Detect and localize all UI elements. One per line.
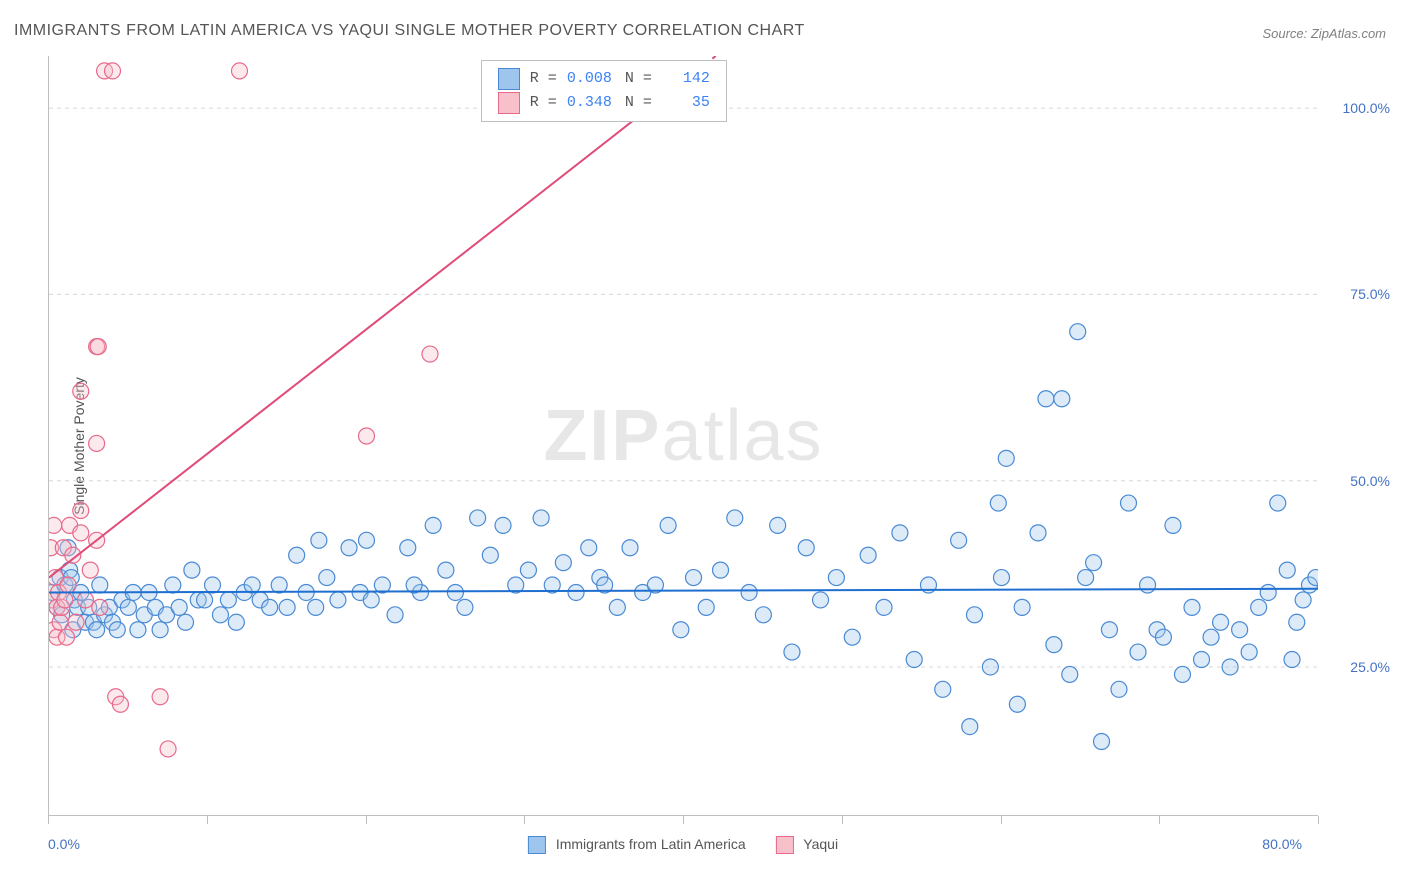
legend-swatch-a (528, 836, 546, 854)
y-tick-label: 100.0% (1343, 100, 1390, 116)
bottom-legend: Immigrants from Latin America Yaqui (528, 836, 838, 854)
stats-r-label: R = (530, 67, 557, 91)
x-max-label: 80.0% (1262, 836, 1302, 852)
x-tick-mark (1318, 816, 1319, 824)
x-tick-mark (524, 816, 525, 824)
x-tick-mark (842, 816, 843, 824)
stats-row: R = 0.348 N = 35 (498, 91, 710, 115)
legend-swatch-b (776, 836, 794, 854)
x-tick-mark (683, 816, 684, 824)
y-tick-label: 25.0% (1350, 659, 1390, 675)
x-tick-mark (1159, 816, 1160, 824)
source-attribution: Source: ZipAtlas.com (1262, 26, 1386, 41)
chart-title: IMMIGRANTS FROM LATIN AMERICA VS YAQUI S… (14, 22, 805, 40)
stats-n-label: N = (625, 67, 652, 91)
stats-r-label: R = (530, 91, 557, 115)
stats-swatch (498, 68, 520, 90)
x-tick-mark (1001, 816, 1002, 824)
stats-n-value: 35 (662, 91, 710, 115)
legend-item-b: Yaqui (776, 836, 838, 854)
stats-r-value: 0.008 (567, 67, 615, 91)
plot-area: ZIPatlas R =0.008N =142R =0.348N =35 (48, 56, 1318, 816)
stats-row: R = 0.008 N = 142 (498, 67, 710, 91)
x-tick-mark (48, 816, 49, 824)
stats-n-value: 142 (662, 67, 710, 91)
y-tick-label: 75.0% (1350, 286, 1390, 302)
y-tick-label: 50.0% (1350, 473, 1390, 489)
legend-item-a: Immigrants from Latin America (528, 836, 746, 854)
scatter-plot-svg (49, 56, 1318, 815)
legend-label-a: Immigrants from Latin America (556, 836, 746, 852)
x-min-label: 0.0% (48, 836, 80, 852)
stats-swatch (498, 92, 520, 114)
x-tick-mark (207, 816, 208, 824)
stats-n-label: N = (625, 91, 652, 115)
stats-r-value: 0.348 (567, 91, 615, 115)
x-axis-row: 0.0% Immigrants from Latin America Yaqui… (48, 836, 1318, 860)
legend-label-b: Yaqui (803, 836, 838, 852)
chart-container: IMMIGRANTS FROM LATIN AMERICA VS YAQUI S… (0, 0, 1406, 892)
x-tick-mark (366, 816, 367, 824)
correlation-stats-box: R = 0.008 N = 142 R = 0.348 N = 35 (481, 60, 727, 122)
